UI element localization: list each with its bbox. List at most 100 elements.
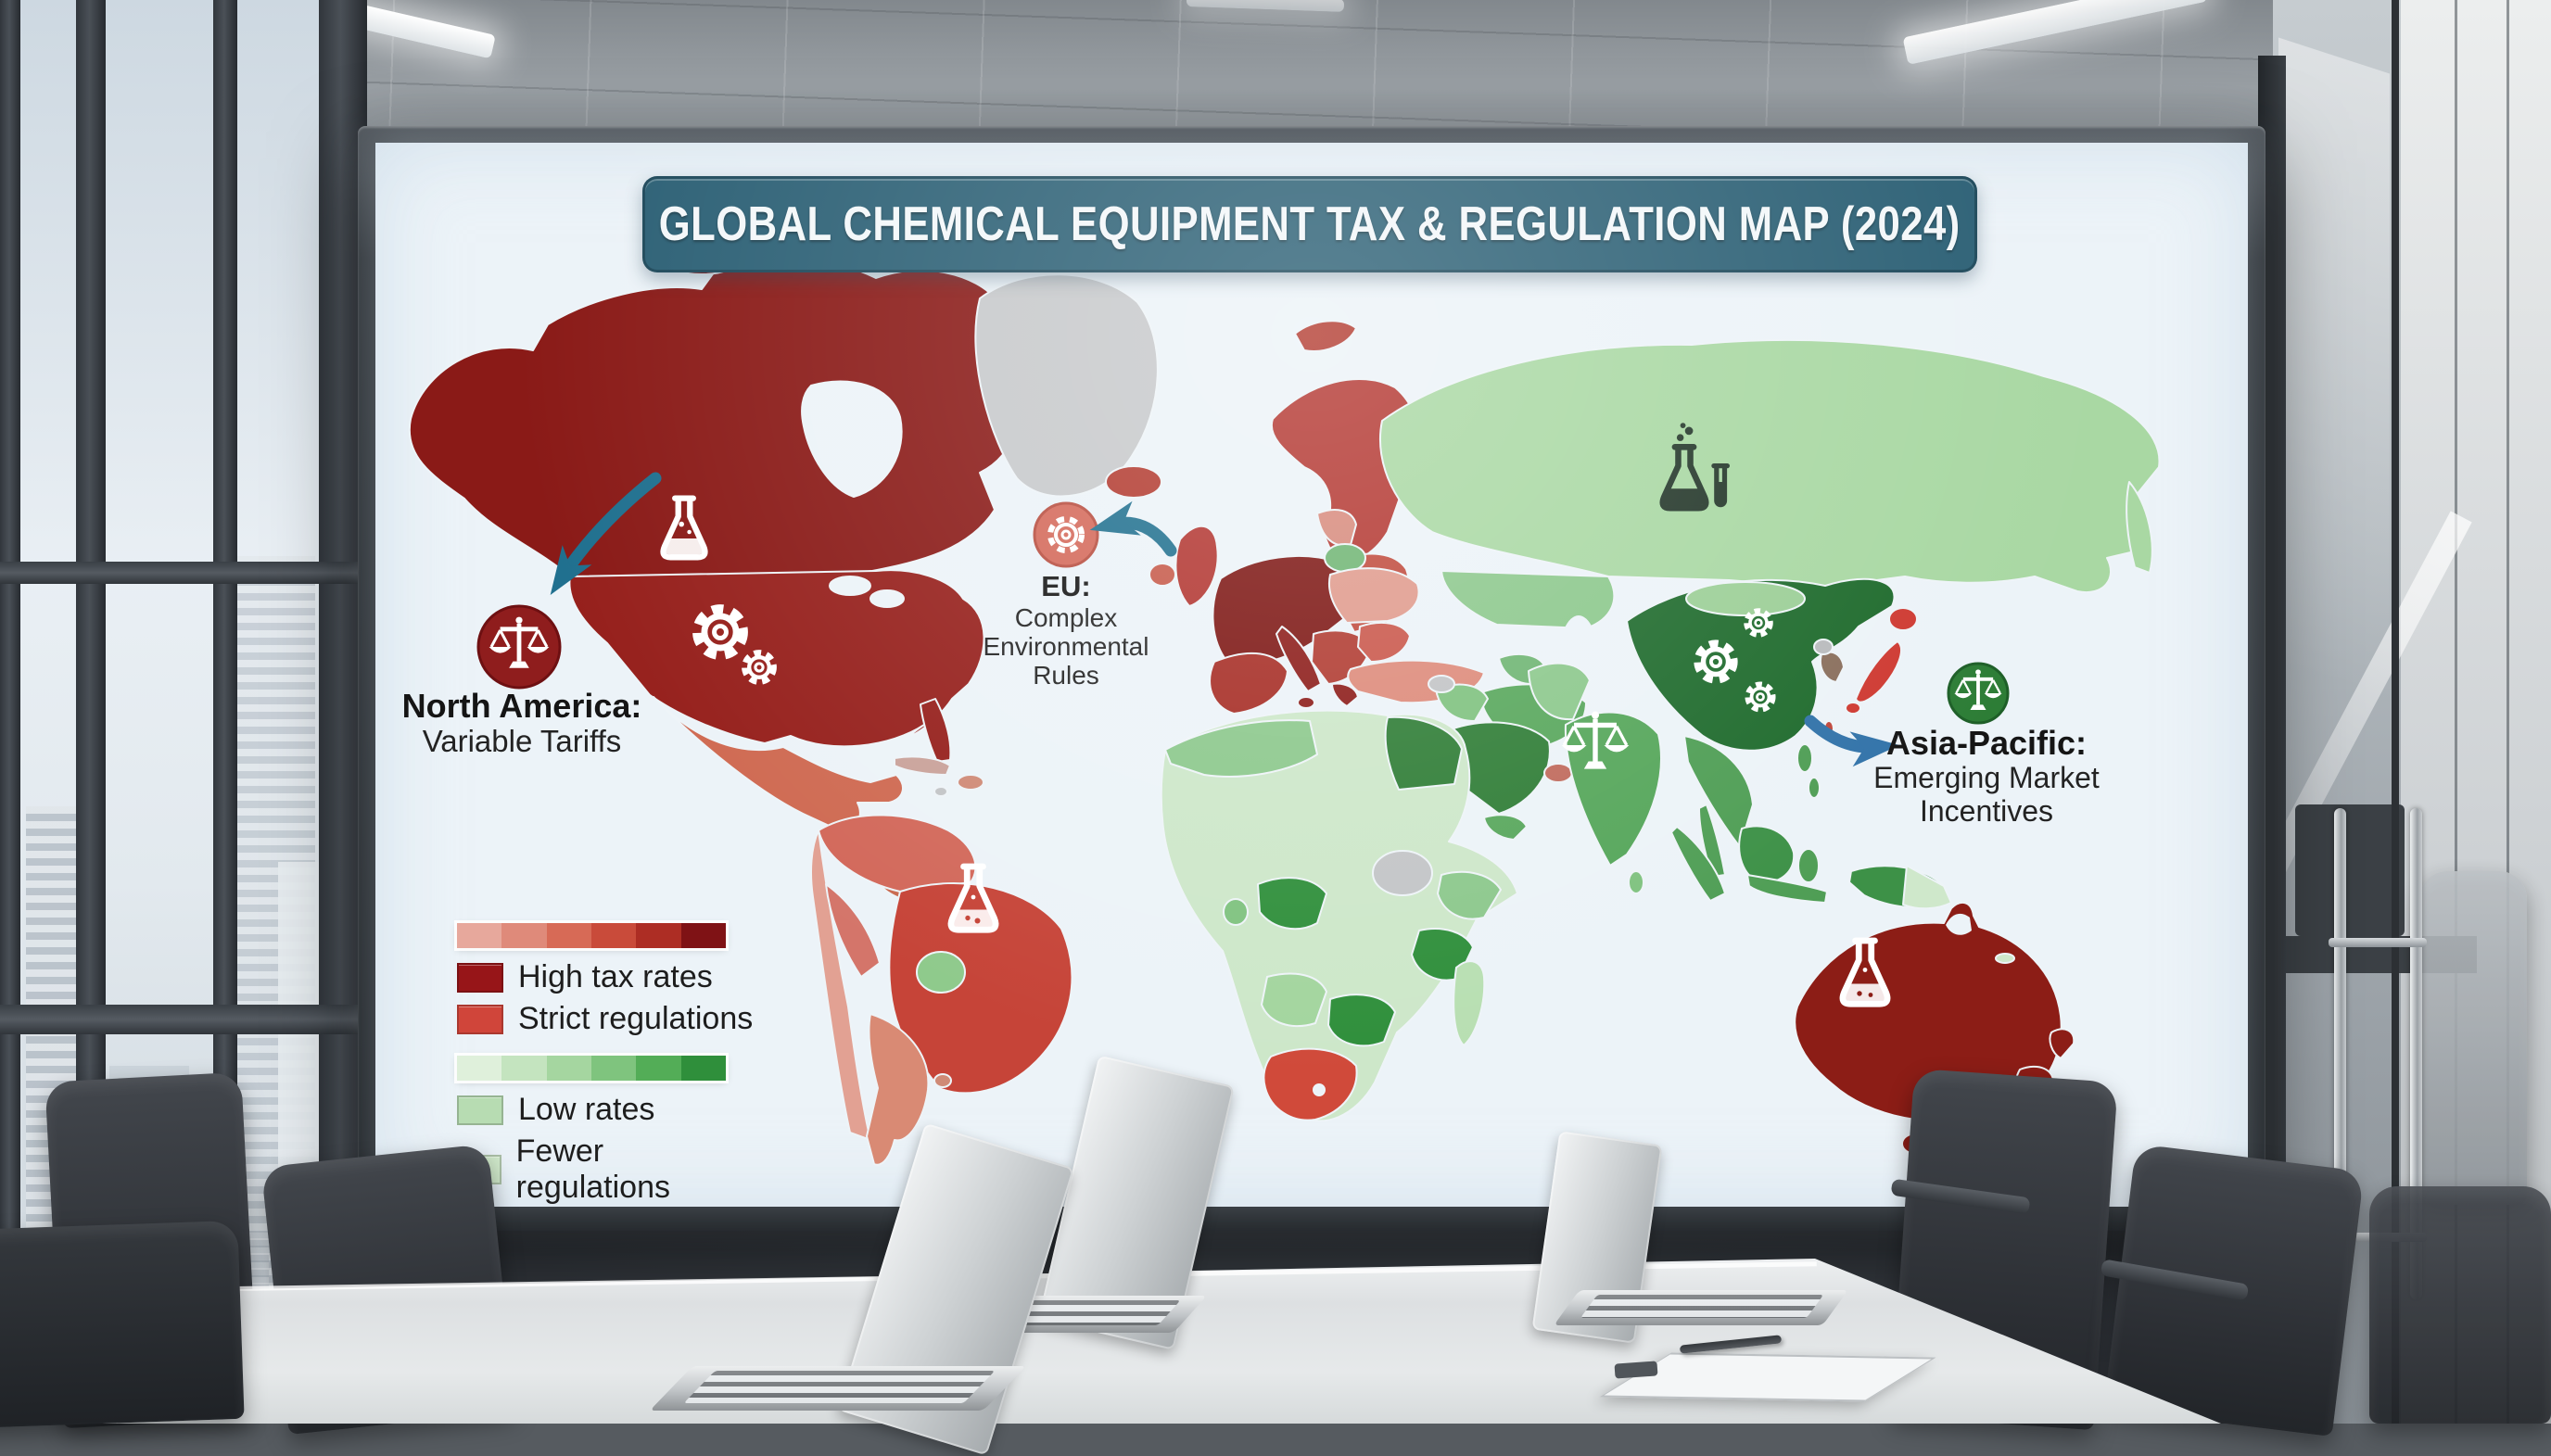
ceiling [0,0,2551,150]
laptop-keyboard [649,1366,1027,1411]
legend-label: High tax rates [518,959,713,994]
region-svalbard [1294,320,1357,352]
office-chair [2369,1186,2551,1424]
region-japan [1855,640,1902,703]
gears-icon [1694,608,1776,713]
legend-gradient-cell [636,1056,681,1081]
region-philippines [1808,777,1821,799]
region-uae-oman [1543,763,1573,783]
panel-seam [2507,0,2509,1424]
window-mullion [0,562,367,584]
legend-row: Strict regulations [457,1001,754,1037]
panel-seam [2455,0,2457,1424]
region-mongolia [1685,581,1806,616]
legend-label: Strict regulations [518,1001,754,1036]
annotation-north-america: North America: Variable Tariffs [383,687,661,759]
annotation-body: Variable Tariffs [422,724,622,759]
region-kyushu [1845,702,1861,715]
black-sea [1414,625,1497,662]
legend-row: High tax rates [457,959,754,995]
office-monitor [2295,804,2405,936]
legend-gradient-cell [546,923,591,948]
eu-arrow [1089,500,1177,557]
glass-frame [2392,0,2399,1424]
legend-row: Fewer regulations [457,1133,754,1206]
region-paraguay [916,951,966,994]
map-title: GLOBAL CHEMICAL EQUIPMENT TAX & REGULATI… [659,197,1961,251]
ceiling-light [1186,0,1345,12]
region-yemen [1483,814,1528,841]
legend-gradient-cell [590,1056,637,1081]
region-greenland [974,273,1159,498]
region-pacific-island [1995,953,2015,964]
region-korea [1820,651,1845,683]
legend-label: Low rates [518,1092,655,1127]
ceiling-light [1902,0,2208,65]
region-canada [408,257,1025,577]
region-syria-gray [1428,675,1455,693]
eu-badge [1033,501,1099,568]
region-java [1746,874,1828,904]
region-sulawesi [1797,848,1820,883]
clipboard-clip [1614,1361,1658,1379]
region-south-africa [1263,1047,1358,1121]
office-chair [0,1220,245,1429]
flask-icon [947,863,999,933]
region-sumatra [1670,826,1726,902]
region-romania-bulgaria [1357,621,1411,663]
legend-gradient-cell [590,923,637,948]
legend: High tax rates Strict regulations Low ra… [457,923,754,1207]
region-ghana [1223,898,1249,926]
region-ukraine [1328,567,1420,624]
legend-row: Low rates [457,1092,754,1128]
legend-swatch [457,1004,503,1034]
annotation-asia-pacific: Asia-Pacific: Emerging Market Incentives [1831,724,2142,829]
gear-icon [1047,516,1085,553]
region-south-sudan [1372,850,1433,896]
region-madagascar [1453,960,1486,1046]
north-america-badge [476,604,562,690]
glass-door-handle [2410,808,2422,1299]
legend-label: Fewer regulations [515,1133,670,1205]
legend-gradient-cell [546,1056,591,1081]
door-handle-bracket [2329,938,2427,947]
region-zambia-zimbabwe [1327,994,1396,1047]
region-jamaica [933,786,948,797]
annotation-heading: EU: [1041,570,1091,602]
laptop-keyboard [1554,1290,1848,1325]
legend-gradient-cell [501,1056,547,1081]
gears-icon [692,604,777,685]
region-hokkaido [1888,607,1918,631]
window-mullion [0,1005,367,1034]
region-china [1626,577,1896,752]
region-argentina [866,1013,930,1166]
region-iraq-syria [1435,683,1489,722]
legend-gradient-cell [457,1056,502,1081]
region-cuba [894,755,951,776]
scales-icon [1561,711,1630,769]
region-north-korea [1813,639,1834,655]
region-sri-lanka [1628,870,1644,894]
window-mullion [0,0,20,1424]
legend-green-gradient-bar [457,1056,726,1081]
region-lesotho [1313,1083,1326,1096]
annotation-eu: EU: Complex Environmental Rules [918,570,1214,690]
legend-swatch [457,962,503,993]
scales-icon [489,616,550,668]
region-greece [1331,682,1359,707]
region-egypt [1384,715,1463,791]
region-pakistan-afghanistan [1528,662,1591,721]
region-hispaniola [957,774,984,791]
region-sicily [1297,696,1315,709]
region-uruguay [933,1073,952,1088]
region-kamchatka [2126,481,2153,574]
screen-frame: GLOBAL CHEMICAL EQUIPMENT TAX & REGULATI… [358,126,2265,1231]
region-mexico [653,696,904,831]
annotation-body: Incentives [1919,794,2054,829]
great-lakes [829,576,871,596]
flask-and-test-tube-icon [1659,423,1731,512]
region-iceland [1105,465,1162,499]
region-iberia [1209,652,1288,715]
flask-icon [1839,937,1891,1007]
region-ethiopia [1437,870,1502,920]
